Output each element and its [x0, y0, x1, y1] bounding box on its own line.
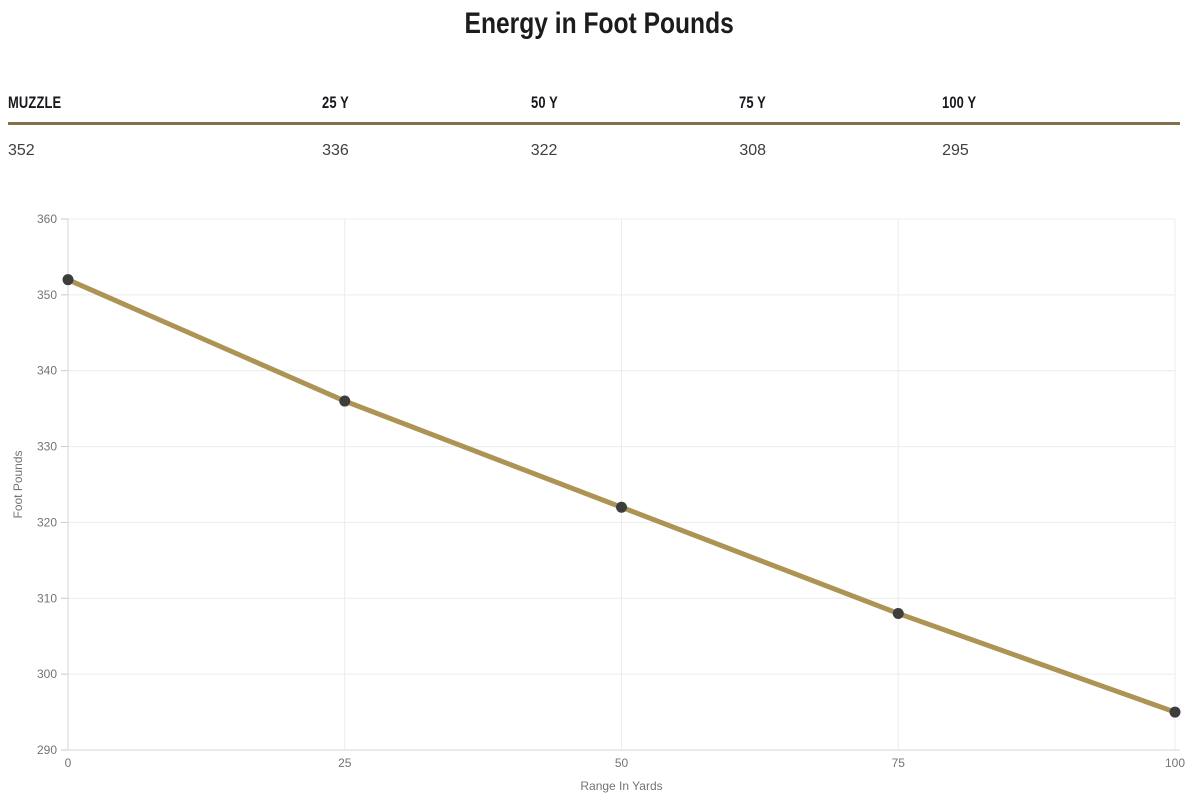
data-point[interactable] — [616, 501, 627, 513]
table-header-cell: 100 Y — [942, 93, 1180, 113]
table-header-label: 100 Y — [942, 93, 977, 112]
table-value-cell: 308 — [739, 142, 767, 159]
table-value-cell: 336 — [322, 142, 349, 159]
x-axis-tick-label: 0 — [65, 756, 72, 770]
data-point[interactable] — [892, 607, 904, 619]
x-axis-title: Range In Yards — [580, 779, 662, 793]
y-axis-tick-label: 290 — [37, 743, 57, 757]
table-header-cell: 75 Y — [739, 93, 942, 113]
data-point[interactable] — [1169, 706, 1181, 718]
table-value-row: 352 336 322 308 295 — [8, 125, 1180, 161]
table-header-cell: MUZZLE — [8, 93, 322, 113]
y-axis-tick-label: 350 — [37, 288, 57, 302]
data-point[interactable] — [339, 395, 351, 407]
y-axis-tick-label: 330 — [37, 440, 57, 454]
y-axis-tick-label: 340 — [37, 364, 57, 378]
y-axis-tick-label: 310 — [37, 591, 57, 605]
x-axis-tick-label: 50 — [615, 756, 629, 770]
x-axis-tick-label: 75 — [892, 756, 906, 770]
table-value-cell: 295 — [942, 142, 969, 159]
table-header-label: 50 Y — [530, 93, 558, 112]
table-header-label: 25 Y — [322, 93, 350, 112]
table-header-cell: 50 Y — [531, 93, 740, 113]
x-axis-tick-label: 100 — [1165, 756, 1185, 770]
x-axis-tick-label: 25 — [338, 756, 352, 770]
table-value-cell: 322 — [530, 142, 558, 159]
y-axis-tick-label: 300 — [37, 667, 57, 681]
y-axis-tick-label: 320 — [37, 515, 57, 529]
energy-chart: 290 300 310 320 330 340 350 360 0 25 50 75 100 Range … — [11, 212, 1185, 793]
energy-table: MUZZLE 25 Y 50 Y 75 Y 100 Y 352 336 322 308 295 — [8, 93, 1180, 161]
table-header-label: 75 Y — [739, 93, 767, 112]
table-header-row: MUZZLE 25 Y 50 Y 75 Y 100 Y — [8, 93, 1180, 125]
y-axis-title: Foot Pounds — [11, 450, 25, 518]
page-title-row: Energy in Foot Pounds — [0, 0, 1199, 43]
table-header-label: MUZZLE — [8, 93, 62, 112]
page-title: Energy in Foot Pounds — [464, 7, 735, 40]
table-value-cell: 352 — [8, 142, 35, 159]
table-header-cell: 25 Y — [322, 93, 531, 113]
y-axis-tick-label: 360 — [37, 212, 57, 226]
data-point[interactable] — [62, 274, 74, 286]
